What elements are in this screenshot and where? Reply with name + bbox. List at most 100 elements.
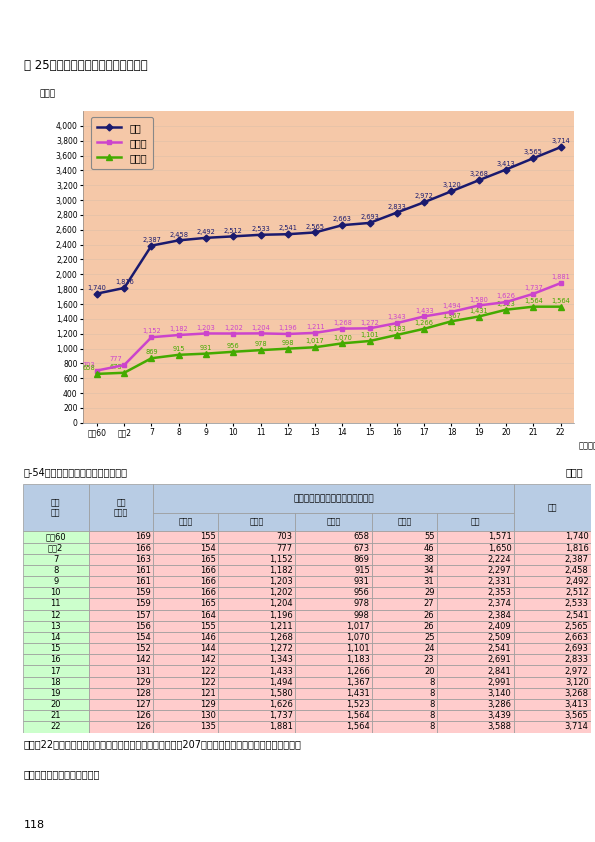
Text: 777: 777 <box>277 544 293 552</box>
Bar <box>513 699 591 710</box>
Bar <box>372 710 437 722</box>
Bar <box>218 565 295 576</box>
Text: 126: 126 <box>135 722 151 732</box>
Text: 128: 128 <box>135 689 151 698</box>
Bar <box>23 554 89 565</box>
Bar <box>23 576 89 587</box>
Text: 1,580: 1,580 <box>469 296 488 303</box>
Bar <box>154 610 218 621</box>
Bar <box>437 565 513 576</box>
Text: 23: 23 <box>424 655 434 664</box>
Text: 931: 931 <box>354 577 369 586</box>
Bar <box>437 542 513 554</box>
Text: 1,523: 1,523 <box>497 301 515 307</box>
Text: 1,017: 1,017 <box>306 338 324 344</box>
Text: 998: 998 <box>354 610 369 620</box>
Bar <box>437 610 513 621</box>
Bar <box>295 688 372 699</box>
Text: 図 25　入国管理官署職員定員の推移: 図 25 入国管理官署職員定員の推移 <box>24 59 148 72</box>
Text: 1,564: 1,564 <box>346 711 369 720</box>
Legend: 総数, 審査官, 警備官: 総数, 審査官, 警備官 <box>91 117 152 168</box>
Text: 21: 21 <box>51 711 61 720</box>
Bar <box>23 484 89 531</box>
Bar <box>513 531 591 542</box>
Bar <box>295 554 372 565</box>
Bar <box>513 576 591 587</box>
Bar <box>154 677 218 688</box>
Text: 2,533: 2,533 <box>251 226 270 232</box>
Text: 931: 931 <box>200 345 212 351</box>
Bar <box>513 722 591 733</box>
Text: 118: 118 <box>24 820 45 829</box>
Text: 126: 126 <box>135 711 151 720</box>
Text: 3,120: 3,120 <box>565 678 588 687</box>
Bar <box>218 710 295 722</box>
Text: 2,492: 2,492 <box>196 229 215 235</box>
Bar <box>372 531 437 542</box>
Bar <box>218 621 295 632</box>
Text: 14: 14 <box>51 633 61 642</box>
Text: 16: 16 <box>51 655 61 664</box>
Text: 1,211: 1,211 <box>306 324 324 330</box>
Text: 資料編: 資料編 <box>42 14 60 24</box>
Text: 2,663: 2,663 <box>333 216 352 222</box>
Text: 122: 122 <box>200 667 215 675</box>
Text: 1,431: 1,431 <box>469 308 488 314</box>
Bar <box>23 587 89 599</box>
Bar <box>513 688 591 699</box>
Bar <box>218 531 295 542</box>
Bar <box>372 722 437 733</box>
Bar <box>23 688 89 699</box>
Text: 1,523: 1,523 <box>346 700 369 709</box>
Bar <box>218 610 295 621</box>
Text: 1,268: 1,268 <box>333 320 352 326</box>
Bar <box>218 677 295 688</box>
Text: 8: 8 <box>53 566 58 575</box>
Text: 1,017: 1,017 <box>346 622 369 631</box>
Text: 2,387: 2,387 <box>142 237 161 242</box>
Text: 673: 673 <box>109 364 122 370</box>
Bar <box>372 632 437 643</box>
Bar <box>437 531 513 542</box>
Text: 平成2: 平成2 <box>48 544 63 552</box>
Text: 22: 22 <box>51 722 61 732</box>
Text: 2,492: 2,492 <box>565 577 588 586</box>
Text: 1,203: 1,203 <box>196 325 215 331</box>
Bar <box>218 699 295 710</box>
Text: 1,196: 1,196 <box>278 325 297 331</box>
Text: 2,331: 2,331 <box>487 577 512 586</box>
Text: 2,541: 2,541 <box>488 644 512 653</box>
Bar <box>513 643 591 654</box>
Bar <box>154 654 218 665</box>
Text: 1,431: 1,431 <box>346 689 369 698</box>
Bar <box>295 710 372 722</box>
Text: 135: 135 <box>200 722 215 732</box>
Text: 156: 156 <box>135 622 151 631</box>
Bar <box>513 599 591 610</box>
Text: 55: 55 <box>424 532 434 541</box>
Text: 3,140: 3,140 <box>488 689 512 698</box>
Bar <box>437 554 513 565</box>
Bar <box>295 587 372 599</box>
Bar <box>154 542 218 554</box>
Bar <box>372 610 437 621</box>
Text: 2,972: 2,972 <box>415 194 434 200</box>
Text: 26: 26 <box>424 610 434 620</box>
Text: 1,266: 1,266 <box>415 320 434 326</box>
Text: 2,541: 2,541 <box>278 226 298 232</box>
Bar <box>437 665 513 677</box>
Bar <box>372 621 437 632</box>
Text: 8: 8 <box>429 678 434 687</box>
Text: 2,833: 2,833 <box>387 204 406 210</box>
Text: 673: 673 <box>353 544 369 552</box>
Bar <box>218 654 295 665</box>
Text: 1,070: 1,070 <box>346 633 369 642</box>
Text: 159: 159 <box>135 589 151 597</box>
Bar <box>23 565 89 576</box>
Text: 915: 915 <box>354 566 369 575</box>
Text: 1,182: 1,182 <box>269 566 293 575</box>
Bar <box>154 710 218 722</box>
Bar <box>23 542 89 554</box>
Text: 1,564: 1,564 <box>551 298 570 304</box>
Text: 10: 10 <box>51 589 61 597</box>
